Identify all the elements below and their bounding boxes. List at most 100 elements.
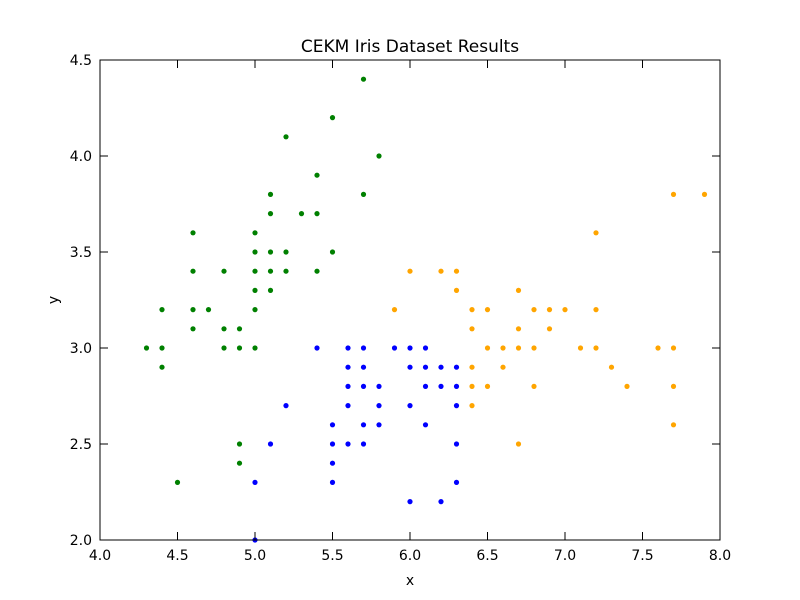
data-point [422, 383, 429, 389]
data-point [593, 345, 599, 351]
data-point [252, 230, 258, 236]
data-point [701, 191, 708, 197]
data-point [314, 172, 320, 178]
data-point [546, 307, 553, 313]
data-point [407, 499, 413, 505]
y-axis-label: y [46, 296, 62, 304]
data-point [453, 287, 460, 293]
data-point [360, 76, 367, 82]
data-point [438, 364, 444, 370]
data-point [515, 287, 522, 293]
data-point [345, 403, 351, 409]
data-point [236, 326, 243, 332]
data-point [484, 345, 491, 351]
data-point [345, 364, 351, 370]
series-1 [252, 345, 460, 543]
data-point [329, 115, 336, 121]
data-point [422, 422, 429, 428]
data-point [236, 345, 243, 351]
data-point [329, 460, 336, 466]
data-point [515, 441, 522, 447]
data-point [546, 326, 553, 332]
data-point [376, 383, 382, 389]
x-tick-label: 4.5 [166, 548, 188, 564]
data-point [624, 383, 630, 389]
data-point [376, 422, 382, 428]
data-point [267, 191, 274, 197]
x-tick-label: 5.5 [321, 548, 343, 564]
data-point [469, 307, 475, 313]
data-point [438, 383, 444, 389]
data-point [453, 403, 460, 409]
data-point [484, 307, 491, 313]
data-point [298, 211, 305, 217]
data-point [670, 383, 677, 389]
data-point [174, 479, 181, 485]
data-point [453, 383, 460, 389]
data-point [252, 287, 258, 293]
data-point [407, 268, 413, 274]
data-point [236, 441, 243, 447]
data-point [221, 268, 227, 274]
data-point [484, 383, 491, 389]
data-point [453, 441, 460, 447]
data-point [422, 364, 429, 370]
x-tick-label: 8.0 [709, 548, 731, 564]
data-point [670, 345, 677, 351]
data-point [500, 364, 506, 370]
data-point [190, 326, 196, 332]
y-tick-label: 2.5 [70, 437, 92, 453]
data-point [190, 230, 196, 236]
data-point [314, 268, 320, 274]
data-point [143, 345, 150, 351]
data-point [267, 249, 274, 255]
data-point [360, 383, 367, 389]
data-point [360, 441, 367, 447]
data-point [360, 364, 367, 370]
data-point [531, 307, 537, 313]
data-point [159, 364, 165, 370]
data-point [159, 345, 165, 351]
data-point [329, 441, 336, 447]
data-point [407, 364, 413, 370]
data-point [438, 268, 444, 274]
data-point [314, 211, 320, 217]
data-point [283, 403, 289, 409]
data-point [221, 345, 227, 351]
data-point [593, 230, 599, 236]
data-point [438, 499, 444, 505]
data-point [500, 345, 506, 351]
data-point [562, 307, 568, 313]
data-point [314, 345, 320, 351]
data-point [670, 422, 677, 428]
data-point [469, 403, 475, 409]
x-tick-label: 6.0 [399, 548, 421, 564]
data-point [345, 441, 351, 447]
data-point [376, 403, 382, 409]
data-point [655, 345, 661, 351]
data-point [159, 307, 165, 313]
data-point [190, 307, 196, 313]
chart-title: CEKM Iris Dataset Results [301, 37, 519, 57]
x-tick-label: 4.0 [89, 548, 111, 564]
y-tick-label: 4.5 [70, 53, 92, 69]
y-tick-label: 3.5 [70, 245, 92, 261]
data-point [407, 403, 413, 409]
y-tick-label: 3.0 [70, 341, 92, 357]
data-point [205, 307, 212, 313]
data-point [252, 479, 258, 485]
data-point [283, 268, 289, 274]
data-point [531, 345, 537, 351]
data-point [453, 479, 460, 485]
data-point [252, 249, 258, 255]
data-point [267, 211, 274, 217]
data-point [608, 364, 615, 370]
x-tick-label: 7.5 [631, 548, 653, 564]
data-point [515, 326, 522, 332]
plot-frame [99, 59, 721, 541]
x-tick-label: 6.5 [476, 548, 498, 564]
data-point [469, 326, 475, 332]
series-2 [391, 191, 708, 447]
data-point [267, 268, 274, 274]
